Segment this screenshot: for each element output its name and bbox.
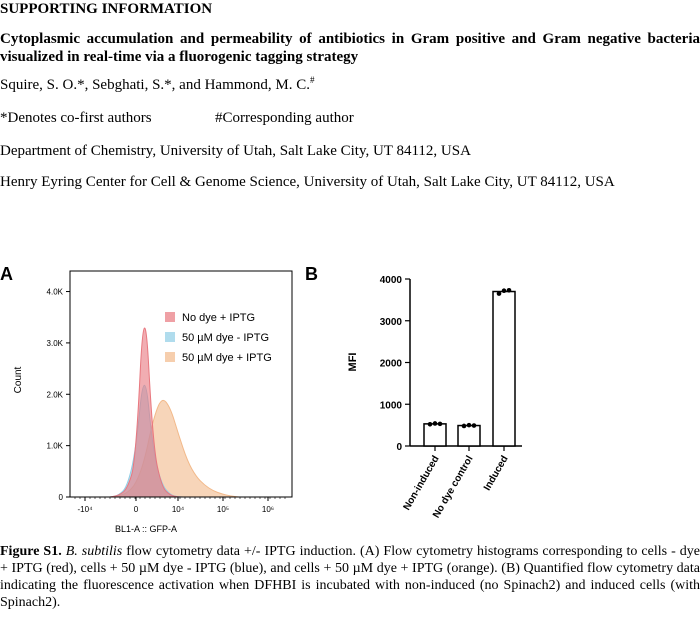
legend-swatch-2 [165,352,175,362]
mfi-data-point [432,421,438,426]
histogram-y-tick-label: 1.0K [47,442,64,451]
histogram-x-tick-label: 0 [134,505,139,514]
mfi-data-point [437,421,443,427]
affiliation-eyring: Henry Eyring Center for Cell & Genome Sc… [0,174,615,190]
caption-organism: B. subtilis [65,544,123,559]
histogram-y-tick-label: 2.0K [47,390,64,399]
mfi-data-point [471,423,477,428]
legend-swatch-0 [165,312,175,322]
mfi-y-tick-label: 3000 [380,317,403,328]
histogram-y-tick-label: 4.0K [47,288,64,297]
histogram-y-tick-label: 0 [59,493,64,502]
si-header: SUPPORTING INFORMATION [0,1,213,17]
mfi-bar-2 [492,290,516,447]
histogram-frame [69,270,293,498]
legend-label-1: 50 µM dye - IPTG [182,332,269,344]
legend-label-0: No dye + IPTG [182,312,255,324]
histogram-x-ticks: -10⁴ 0 10⁴ 10⁵ 10⁶ [74,497,286,514]
author-notes: *Denotes co-first authors #Corresponding… [0,110,700,127]
corresponding-note: #Corresponding author [215,110,354,126]
figure-caption: Figure S1. B. subtilis flow cytometry da… [0,543,700,611]
panel-b-label: B [305,264,318,284]
mfi-category-label-2: Induced [482,454,511,493]
mfi-y-tick-label: 4000 [380,275,403,286]
mfi-data-point [506,287,512,293]
mfi-y-label: MFI [347,353,359,372]
affiliation-chemistry: Department of Chemistry, University of U… [0,143,471,159]
paper-title: Cytoplasmic accumulation and permeabilit… [0,31,700,65]
histogram-x-tick-label: 10⁵ [217,505,229,514]
caption-text: flow cytometry data +/- IPTG induction. … [0,544,700,610]
histogram-x-tick-label: 10⁶ [262,505,274,514]
histogram-y-tick-label: 3.0K [47,339,64,348]
mfi-data-point [501,288,507,293]
caption-label: Figure S1. [0,544,62,559]
histogram-x-tick-label: -10⁴ [78,505,94,514]
author-names: Squire, S. O.*, Sebghati, S.*, and Hammo… [0,77,310,93]
mfi-data-point [461,423,467,429]
histogram-y-ticks: 0 1.0K 2.0K 3.0K 4.0K [47,288,70,502]
mfi-data-point [496,291,502,296]
histogram-panel: A Count 0 1.0K 2.0K 3.0K 4.0K -10⁴ 0 10⁴ 10⁵ 10⁶… [0,264,293,534]
mfi-y-tick-label: 1000 [380,400,403,411]
histogram-areas [109,327,240,498]
legend-label-2: 50 µM dye + IPTG [182,352,272,364]
mfi-bar-0 [423,423,447,447]
author-list: Squire, S. O.*, Sebghati, S.*, and Hammo… [0,75,315,94]
histogram-x-tick-label: 10⁴ [172,505,185,514]
corresponding-mark: # [310,75,315,85]
mfi-bar-1 [457,424,481,447]
histogram-y-label: Count [13,366,24,393]
mfi-data-point [466,422,472,428]
mfi-y-tick-label: 2000 [380,359,403,370]
mfi-data-point [427,421,433,427]
histogram-legend: No dye + IPTG 50 µM dye - IPTG 50 µM dye +… [165,312,272,364]
cofirst-note: *Denotes co-first authors [0,110,152,126]
legend-swatch-1 [165,332,175,342]
mfi-y-tick-label: 0 [396,442,402,453]
mfi-category-label-0: Non-induced [402,454,442,512]
histogram-x-label: BL1-A :: GFP-A [115,524,177,534]
panel-a-label: A [0,264,13,284]
